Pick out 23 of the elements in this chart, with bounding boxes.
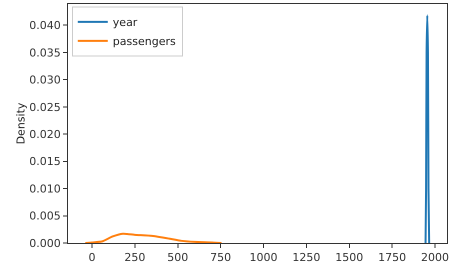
legend-label: passengers bbox=[112, 35, 176, 48]
x-tick-label: 0 bbox=[88, 251, 96, 264]
y-tick-label: 0.040 bbox=[29, 19, 61, 32]
y-tick-label: 0.000 bbox=[29, 236, 61, 250]
x-tick-label: 1000 bbox=[250, 251, 278, 264]
line-series bbox=[424, 14, 430, 243]
x-tick-label: 750 bbox=[210, 251, 232, 264]
y-axis-title: Density bbox=[14, 102, 28, 144]
legend-label: year bbox=[112, 16, 138, 30]
x-tick-label: 2000 bbox=[421, 251, 449, 264]
x-tick-label: 1750 bbox=[378, 251, 406, 264]
x-tick-label: 1500 bbox=[335, 251, 364, 264]
x-tick-label: 250 bbox=[124, 251, 146, 264]
y-tick-label: 0.005 bbox=[29, 210, 61, 223]
y-tick-label: 0.010 bbox=[29, 182, 61, 196]
line-series bbox=[84, 232, 222, 243]
y-tick-label: 0.015 bbox=[29, 155, 61, 168]
y-tick-label: 0.020 bbox=[29, 128, 61, 141]
x-tick-label: 500 bbox=[167, 251, 188, 264]
y-tick-label: 0.030 bbox=[29, 74, 61, 87]
y-tick-label: 0.035 bbox=[29, 46, 61, 60]
y-tick-label: 0.025 bbox=[29, 100, 61, 114]
x-tick-label: 1250 bbox=[292, 251, 320, 264]
